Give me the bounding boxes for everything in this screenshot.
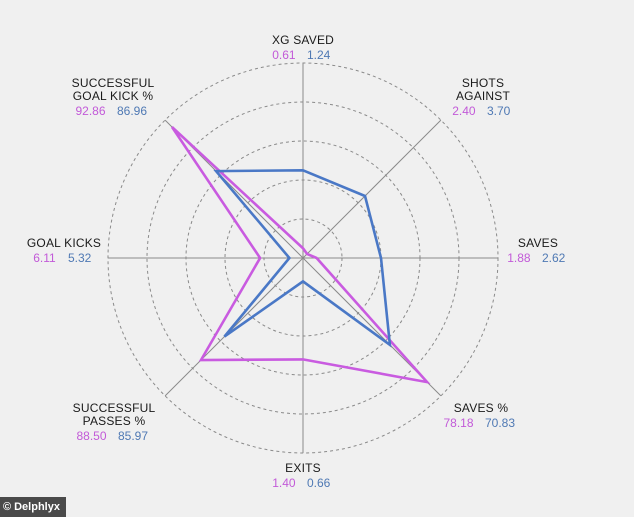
watermark-text: Delphlyx xyxy=(14,501,60,513)
axis-label: EXITS xyxy=(285,461,321,475)
axis-label: SUCCESSFUL xyxy=(72,76,155,90)
series-1-value: 1.88 xyxy=(507,251,531,265)
axis-label: PASSES % xyxy=(83,414,146,428)
series-1-value: 0.61 xyxy=(272,48,296,62)
series-1-value: 88.50 xyxy=(77,429,107,443)
series-2-value: 5.32 xyxy=(68,251,92,265)
series-1-value: 78.18 xyxy=(444,416,474,430)
series-1-value: 6.11 xyxy=(33,251,56,265)
series-2-value: 2.62 xyxy=(542,251,566,265)
series-1-value: 1.40 xyxy=(272,476,296,490)
axis-label: SAVES xyxy=(518,236,558,250)
radar-series xyxy=(170,126,431,385)
axis-label-group: SAVES %78.18 70.83 xyxy=(444,401,516,430)
axis-label: SUCCESSFUL xyxy=(73,401,156,415)
copyright-icon: © xyxy=(3,501,12,513)
axis-spoke xyxy=(302,119,442,259)
axis-label: GOAL KICK % xyxy=(73,89,154,103)
axis-label: GOAL KICKS xyxy=(27,236,101,250)
axis-label: SAVES % xyxy=(454,401,509,415)
axis-label: XG SAVED xyxy=(272,33,334,47)
watermark-logo: © Delphlyx xyxy=(0,497,66,517)
series-2-value: 85.97 xyxy=(118,429,148,443)
axis-label: AGAINST xyxy=(456,89,511,103)
axis-label: SHOTS xyxy=(462,76,504,90)
series-1-polygon xyxy=(170,126,431,385)
series-2-polygon xyxy=(213,168,392,348)
radar-spokes xyxy=(108,63,498,453)
series-2-value: 70.83 xyxy=(485,416,515,430)
series-2-value: 86.96 xyxy=(117,104,147,118)
series-2-value: 1.24 xyxy=(307,48,331,62)
series-2-value: 3.70 xyxy=(487,104,511,118)
series-1-value: 92.86 xyxy=(76,104,106,118)
series-1-value: 2.40 xyxy=(452,104,476,118)
series-2-value: 0.66 xyxy=(307,476,331,490)
